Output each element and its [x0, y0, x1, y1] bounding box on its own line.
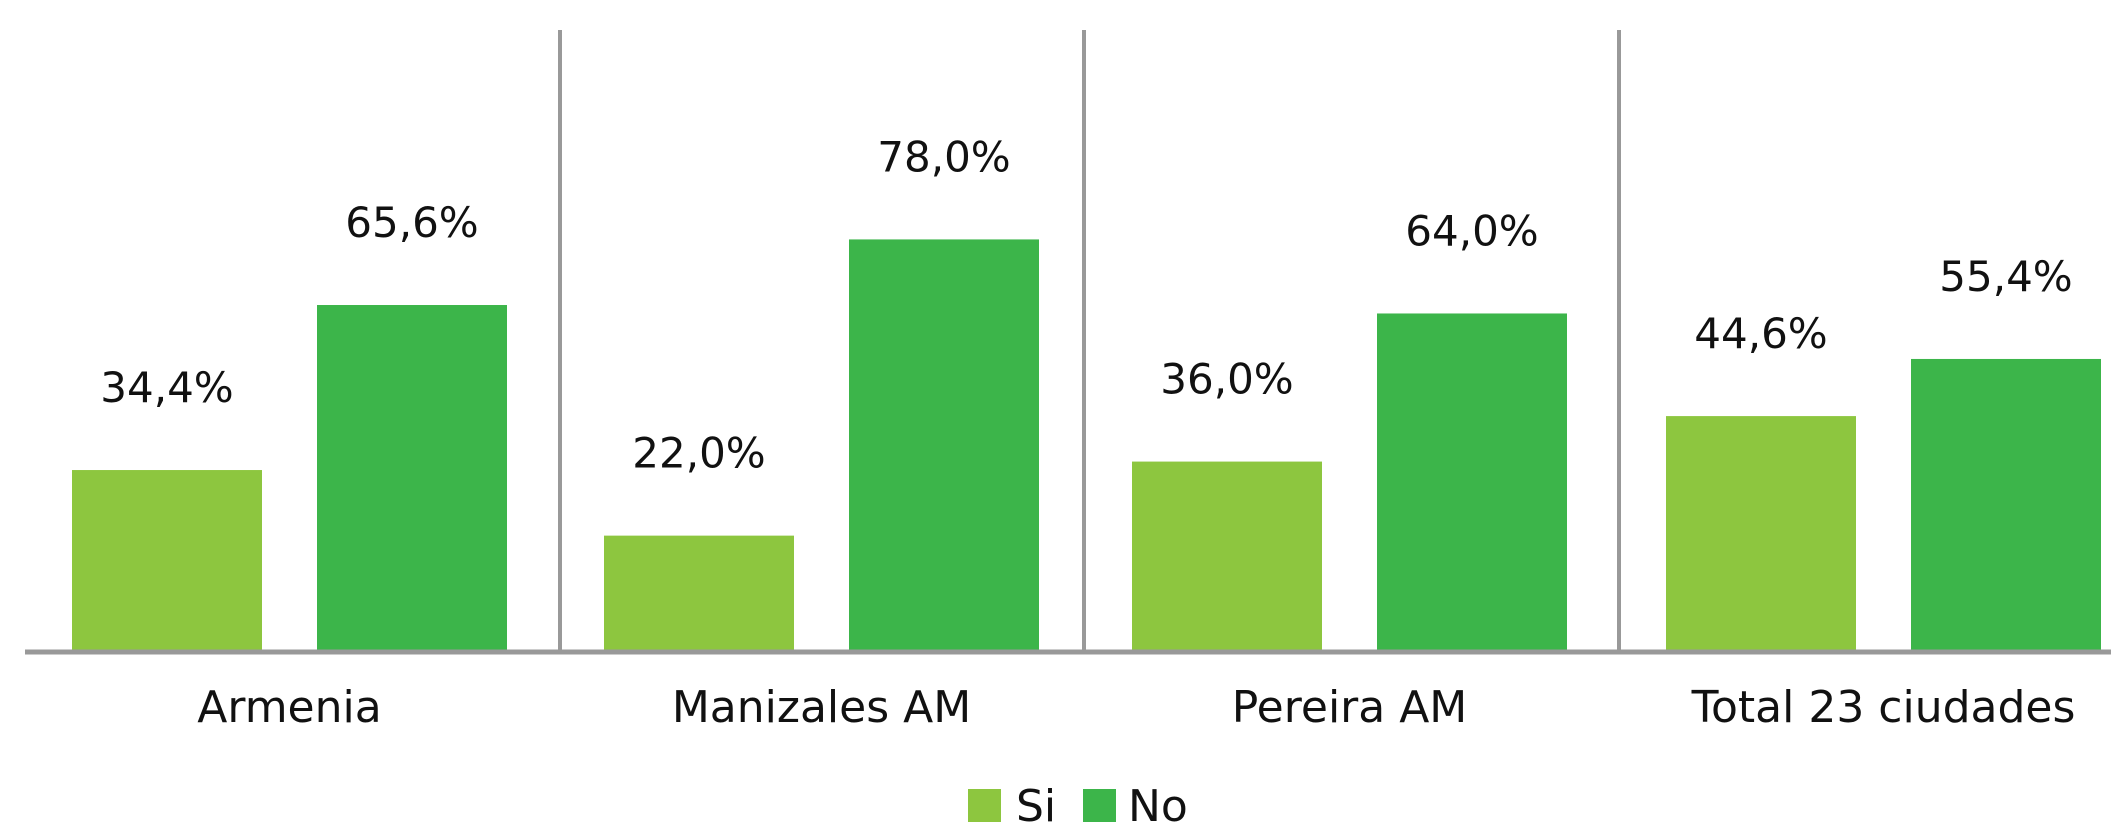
group-dividers	[558, 30, 1621, 652]
data-label-no-2: 64,0%	[1405, 206, 1538, 255]
legend-label-si: Si	[1016, 781, 1056, 826]
data-label-no-1: 78,0%	[877, 132, 1010, 181]
bar-no-3	[1911, 358, 2101, 652]
bar-si-3	[1666, 416, 1856, 652]
data-labels: 34,4% 65,6% 22,0% 78,0% 36,0% 64,0% 44,6% 55,4%	[100, 132, 2072, 477]
bar-si-2	[1132, 461, 1322, 652]
bar-no-2	[1377, 313, 1567, 652]
data-label-si-3: 44,6%	[1694, 309, 1827, 358]
bar-no-0	[317, 305, 507, 652]
data-label-no-3: 55,4%	[1939, 252, 2072, 301]
legend-swatch-no	[1083, 789, 1116, 822]
category-label-2: Pereira AM	[1232, 682, 1468, 733]
bar-si-1	[604, 535, 794, 652]
category-labels: Armenia Manizales AM Pereira AM Total 23 ci…	[197, 682, 2075, 733]
data-label-si-2: 36,0%	[1160, 355, 1293, 404]
bar-no-1	[849, 239, 1039, 653]
category-label-1: Manizales AM	[672, 682, 971, 733]
data-label-no-0: 65,6%	[345, 198, 478, 247]
legend-label-no: No	[1128, 781, 1188, 826]
bars-layer	[72, 239, 2101, 653]
data-label-si-0: 34,4%	[100, 363, 233, 412]
bar-si-0	[72, 470, 262, 652]
data-label-si-1: 22,0%	[632, 429, 765, 478]
legend-swatch-si	[968, 789, 1001, 822]
category-label-0: Armenia	[197, 682, 381, 733]
category-label-3: Total 23 ciudades	[1691, 682, 2076, 733]
legend: Si No	[968, 781, 1188, 830]
